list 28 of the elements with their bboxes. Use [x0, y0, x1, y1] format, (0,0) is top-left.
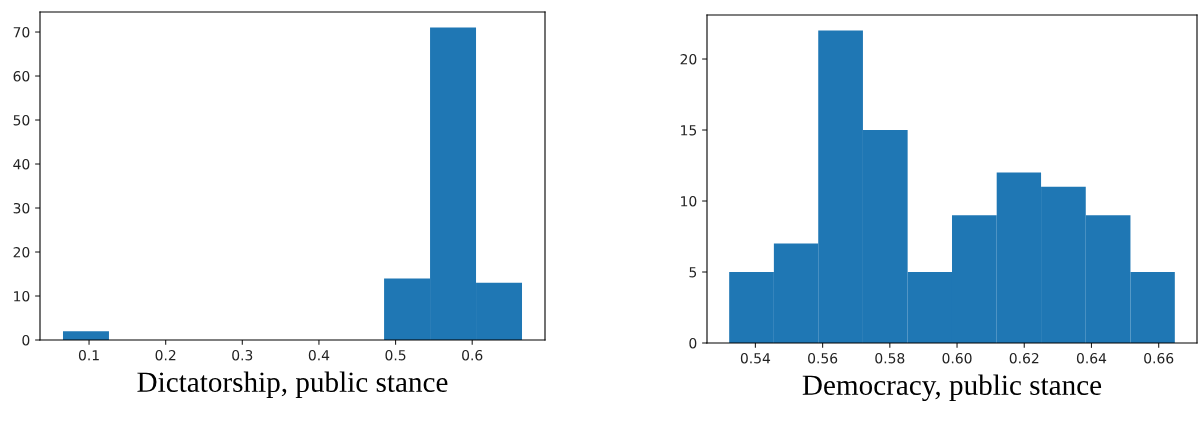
x-tick-label: 0.66 — [1144, 352, 1174, 364]
x-tick-label: 0.54 — [740, 352, 771, 364]
y-tick-label: 10 — [14, 290, 30, 302]
x-tick-label: 0.4 — [308, 349, 330, 361]
x-tick-label: 0.64 — [1076, 352, 1107, 364]
y-tick-label: 30 — [13, 202, 30, 214]
x-tick-label: 0.62 — [1009, 352, 1039, 364]
y-tick-label: 0 — [22, 334, 30, 346]
y-tick-label: 0 — [689, 337, 697, 349]
x-tick-label: 0.5 — [385, 349, 406, 361]
x-tick-label: 0.56 — [808, 352, 838, 364]
y-tick-label: 50 — [13, 114, 30, 126]
y-tick-label: 20 — [13, 246, 30, 258]
y-tick-label: 5 — [689, 267, 697, 278]
x-tick-label: 0.2 — [155, 349, 176, 361]
x-axis-title: Democracy, public stance — [802, 374, 1102, 402]
y-tick-label: 10 — [681, 195, 697, 207]
y-tick-label: 60 — [13, 70, 30, 82]
y-tick-label: 20 — [680, 53, 697, 65]
x-tick-label: 0.6 — [462, 349, 483, 361]
y-tick-label: 40 — [13, 158, 30, 170]
x-tick-label: 0.58 — [875, 352, 905, 364]
x-axis-title: Dictatorship, public stance — [137, 371, 448, 398]
y-tick-label: 70 — [13, 26, 30, 38]
x-tick-label: 0.60 — [942, 352, 972, 364]
x-tick-label: 0.1 — [78, 349, 99, 361]
y-tick-label: 15 — [681, 125, 697, 136]
x-tick-label: 0.3 — [232, 349, 253, 361]
